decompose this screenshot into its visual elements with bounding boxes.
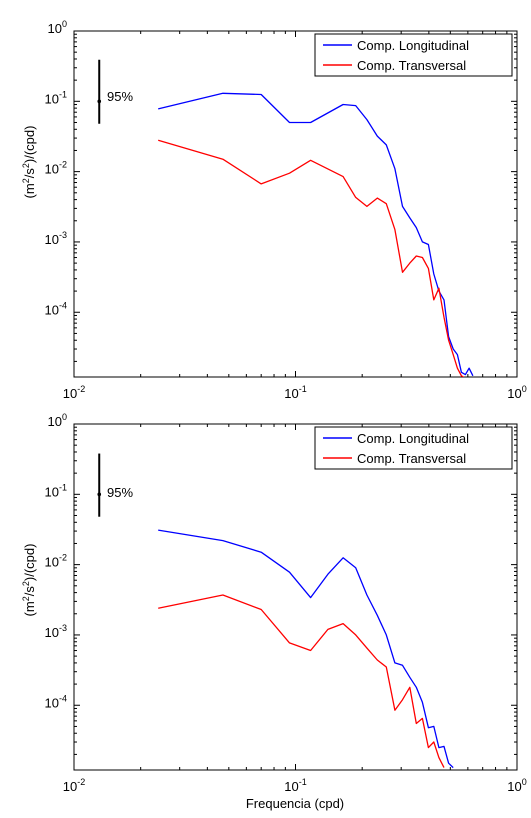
- confidence-label: 95%: [107, 89, 133, 104]
- y-tick-label: 100: [48, 412, 67, 429]
- x-tick-label: 10-2: [63, 777, 85, 794]
- y-tick-label: 10-1: [45, 482, 67, 499]
- legend-label-transversal: Comp. Transversal: [357, 451, 466, 466]
- y-tick-label: 100: [48, 19, 67, 36]
- y-tick-label: 10-2: [45, 553, 67, 570]
- axes-frame: [73, 423, 518, 771]
- x-tick-label: 10-1: [284, 777, 306, 794]
- y-axis-label: (m2/s2)/(cpd): [21, 126, 37, 199]
- x-tick-label: 10-2: [63, 384, 85, 401]
- legend-label-longitudinal: Comp. Longitudinal: [357, 431, 469, 446]
- legend: Comp. Longitudinal Comp. Transversal: [314, 426, 513, 470]
- legend-box: [314, 426, 513, 470]
- y-tick-label: 10-4: [45, 300, 67, 317]
- legend: Comp. Longitudinal Comp. Transversal: [314, 33, 513, 77]
- legend-label-longitudinal: Comp. Longitudinal: [357, 38, 469, 53]
- chart-panel-top: (m2/s2)/(cpd) Comp. Longitudinal Comp. T…: [21, 19, 527, 401]
- tick-marks: [73, 30, 517, 377]
- series-line-transversal: [158, 139, 465, 377]
- legend-label-transversal: Comp. Transversal: [357, 58, 466, 73]
- x-tick-label: 100: [507, 384, 526, 401]
- tick-marks: [73, 423, 517, 770]
- legend-box: [314, 33, 513, 77]
- series-line-longitudinal: [158, 529, 454, 769]
- y-tick-label: 10-3: [45, 230, 67, 247]
- y-axis-label: (m2/s2)/(cpd): [21, 544, 37, 617]
- series-line-transversal: [158, 594, 445, 768]
- y-tick-label: 10-4: [45, 693, 67, 710]
- x-tick-label: 10-1: [284, 384, 306, 401]
- confidence-bar-center: [97, 99, 102, 104]
- series-group: [158, 529, 454, 769]
- axes-frame: [73, 30, 518, 378]
- x-tick-label: 100: [507, 777, 526, 794]
- y-tick-label: 10-1: [45, 89, 67, 106]
- series-line-longitudinal: [158, 92, 474, 377]
- y-tick-label: 10-2: [45, 160, 67, 177]
- confidence-label: 95%: [107, 485, 133, 500]
- chart-panel-bottom: (m2/s2)/(cpd) Comp. Longitudinal Comp. T…: [21, 412, 527, 811]
- y-tick-label: 10-3: [45, 623, 67, 640]
- x-axis-label: Frequencia (cpd): [246, 796, 344, 811]
- confidence-bar-center: [97, 492, 102, 497]
- series-group: [158, 92, 474, 377]
